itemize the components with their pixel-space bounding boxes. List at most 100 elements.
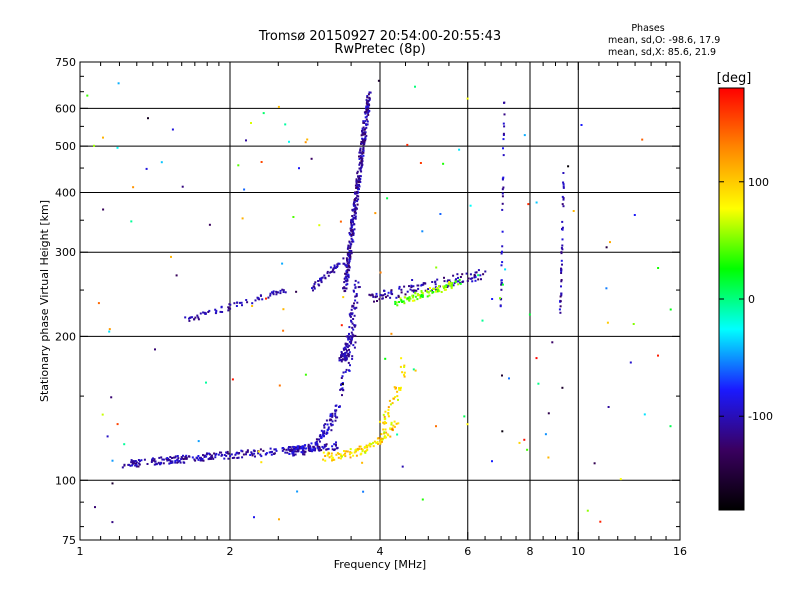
data-point	[102, 208, 105, 211]
data-point	[176, 461, 179, 464]
data-point	[561, 263, 563, 266]
data-point	[138, 463, 141, 466]
data-point	[368, 97, 371, 100]
data-point	[395, 301, 398, 304]
data-point	[318, 438, 320, 441]
data-point	[319, 277, 321, 280]
data-point	[355, 192, 358, 195]
data-point	[203, 311, 206, 314]
data-point	[481, 319, 484, 322]
data-point	[201, 458, 204, 460]
data-point	[382, 421, 385, 424]
stats-heading: Phases	[631, 23, 664, 34]
data-point	[253, 516, 255, 519]
data-point	[281, 262, 284, 265]
data-point	[267, 296, 270, 299]
data-point	[421, 230, 424, 233]
data-point	[346, 262, 349, 265]
data-point	[387, 413, 390, 416]
data-point	[364, 451, 367, 454]
data-point	[352, 328, 355, 331]
data-point	[344, 276, 347, 279]
data-point	[370, 443, 373, 446]
data-point	[160, 456, 163, 459]
data-point	[337, 262, 340, 265]
data-point	[318, 440, 321, 443]
data-point	[403, 364, 406, 367]
data-point	[338, 357, 341, 360]
data-point	[201, 459, 204, 462]
data-point	[336, 452, 339, 455]
data-point	[281, 288, 284, 291]
data-point	[188, 319, 191, 322]
data-point	[396, 304, 399, 307]
data-point	[169, 459, 172, 462]
data-point	[134, 464, 137, 467]
data-point	[323, 445, 326, 448]
y-axis: 75 100 200 300 400 500 600 750	[55, 56, 680, 547]
data-point	[351, 238, 354, 241]
data-point	[422, 283, 425, 286]
data-point	[356, 188, 359, 191]
data-point	[561, 220, 564, 223]
data-point	[257, 452, 260, 455]
data-point	[414, 295, 417, 298]
data-point	[93, 144, 95, 147]
data-point	[523, 134, 526, 137]
data-point	[364, 139, 367, 142]
data-point	[418, 294, 421, 296]
data-point	[502, 154, 505, 157]
plot-grid	[80, 62, 680, 540]
data-point	[295, 446, 298, 449]
data-point	[368, 444, 371, 446]
data-point	[315, 441, 318, 444]
data-point	[342, 287, 345, 290]
data-point	[353, 307, 356, 310]
data-point	[287, 447, 290, 450]
data-point	[402, 300, 405, 303]
data-point	[503, 113, 506, 116]
data-point	[351, 357, 354, 360]
data-point	[312, 445, 315, 448]
data-point	[352, 318, 355, 320]
data-point	[174, 455, 177, 458]
data-point	[333, 458, 336, 461]
data-point	[359, 156, 362, 159]
data-point	[399, 389, 402, 391]
data-point	[257, 297, 260, 300]
data-point	[137, 465, 140, 468]
data-point	[233, 302, 236, 305]
data-point	[381, 440, 383, 443]
data-point	[350, 308, 353, 311]
data-point	[349, 335, 352, 338]
data-point	[501, 195, 504, 198]
data-point	[474, 271, 477, 274]
data-point	[269, 451, 272, 454]
data-point	[354, 192, 357, 195]
data-point	[345, 368, 348, 371]
data-point	[350, 219, 353, 222]
data-point	[331, 423, 334, 426]
data-point	[338, 406, 340, 408]
data-point	[295, 450, 298, 453]
data-point	[357, 286, 360, 289]
data-point	[358, 151, 361, 154]
data-point	[137, 459, 140, 461]
data-point	[344, 452, 347, 455]
data-point	[338, 359, 341, 362]
data-point	[171, 460, 174, 463]
data-point	[351, 355, 354, 358]
data-point	[501, 192, 504, 195]
data-point	[416, 298, 419, 301]
data-point	[129, 464, 132, 467]
data-point	[358, 158, 361, 160]
data-point	[197, 458, 200, 461]
data-point	[359, 151, 362, 154]
data-point	[401, 465, 404, 468]
data-point	[331, 415, 334, 418]
data-point	[353, 202, 355, 205]
data-point	[387, 434, 390, 437]
data-point	[253, 450, 256, 452]
data-point	[226, 450, 229, 453]
data-point	[135, 463, 138, 466]
